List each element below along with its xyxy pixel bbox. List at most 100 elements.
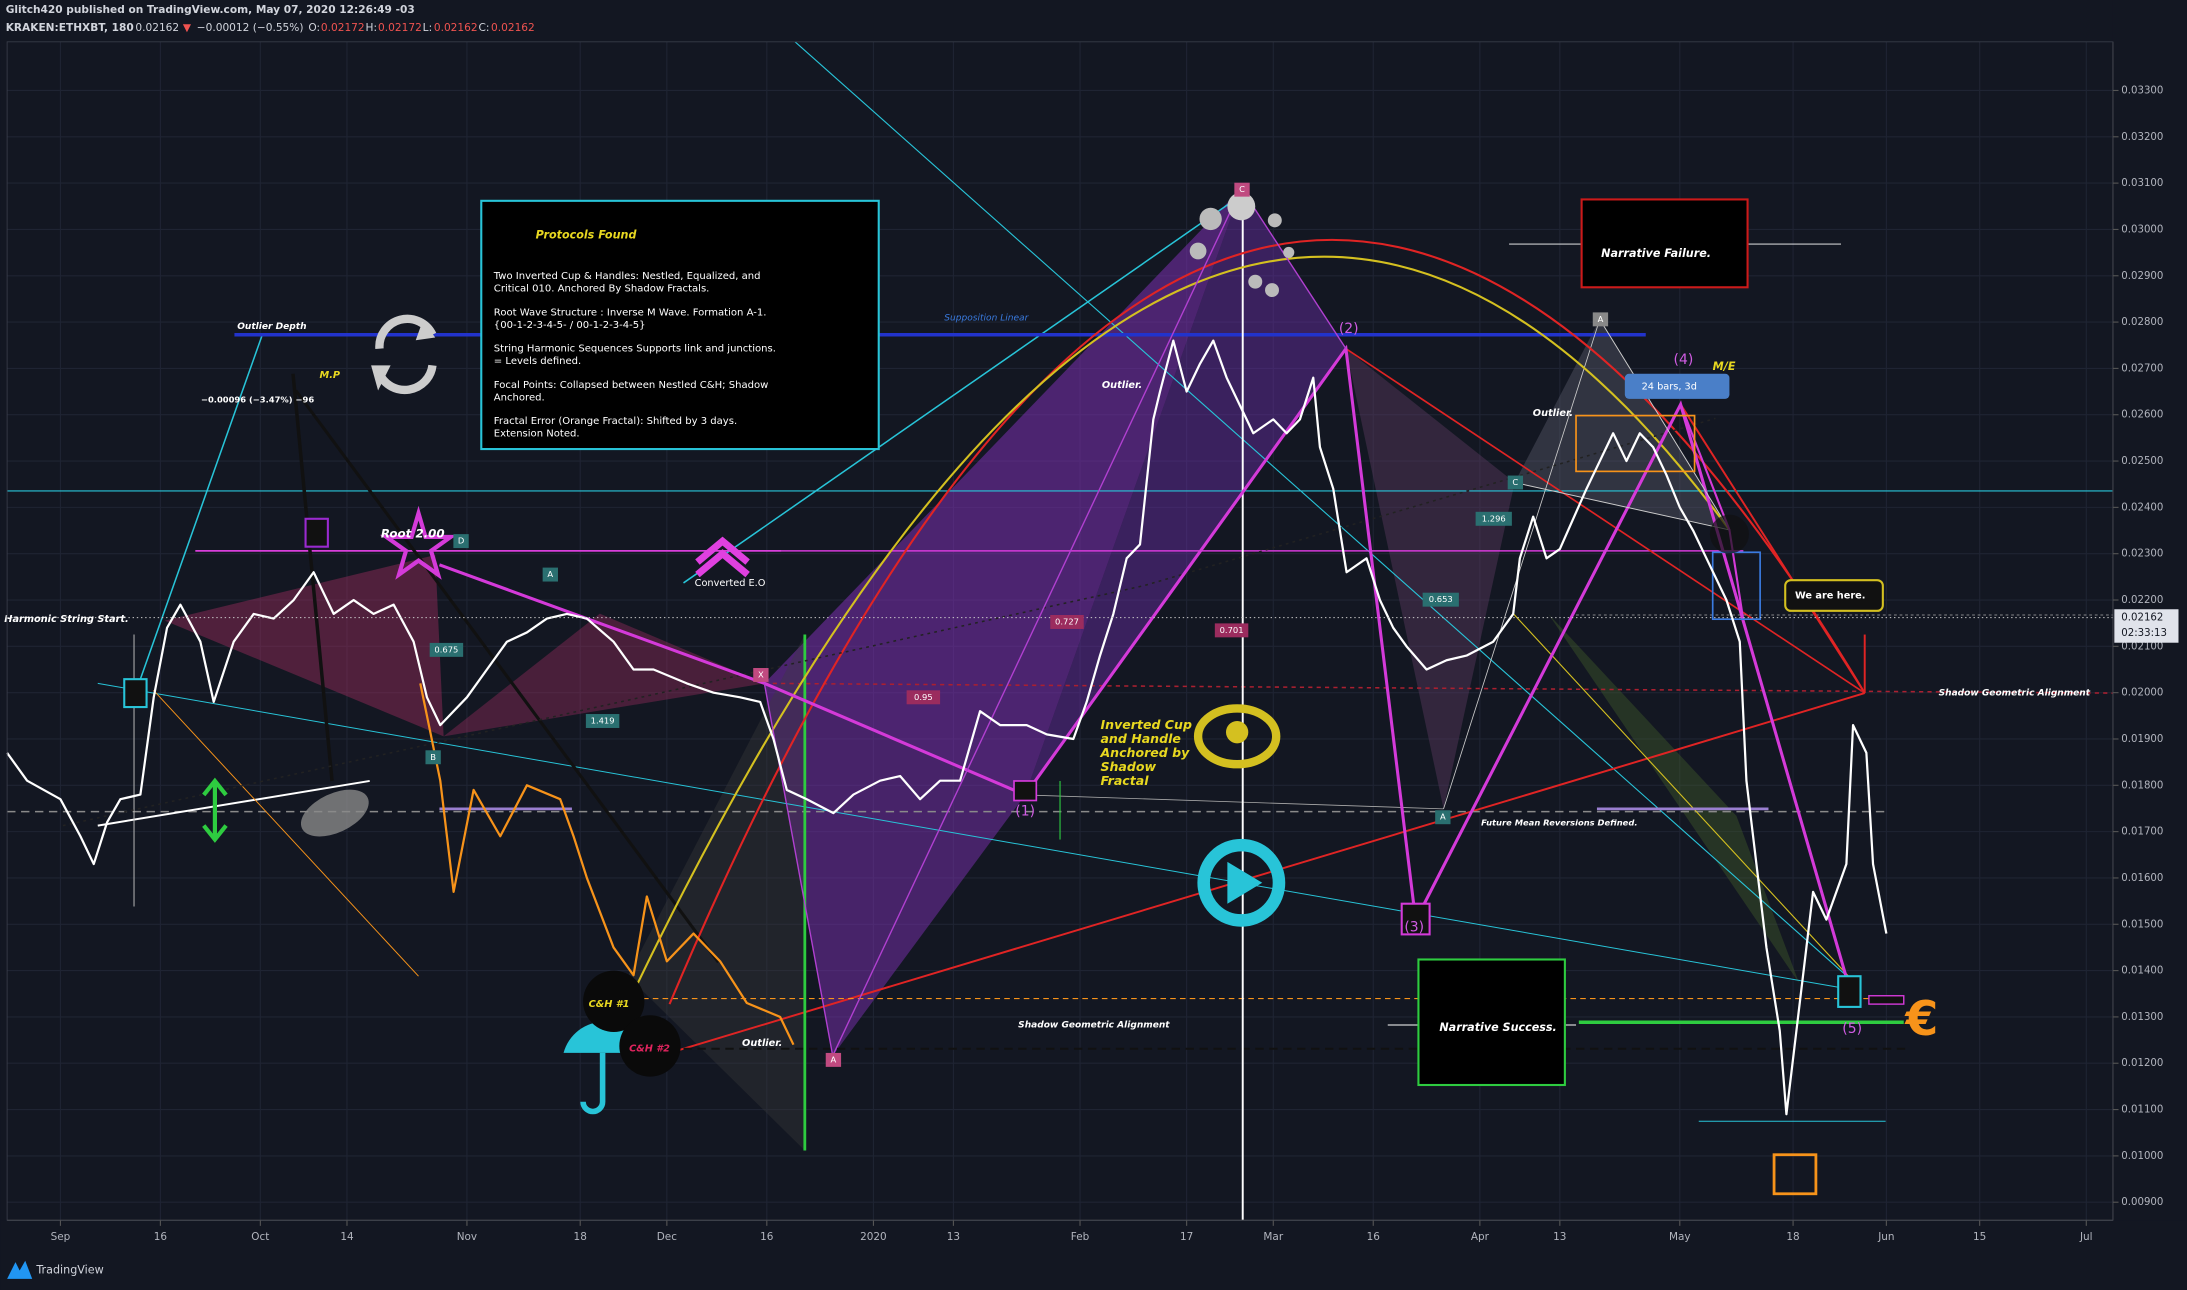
annotation: Root 2.00 xyxy=(381,527,445,541)
markers-path xyxy=(202,777,228,843)
protocols-line: Focal Points: Collapsed between Nestled … xyxy=(494,380,769,391)
pattern-fill-polygon xyxy=(1025,188,1346,795)
ratio-label: 1.419 xyxy=(591,716,615,726)
x-tick-label: Apr xyxy=(1471,1231,1490,1243)
symbol: KRAKEN:ETHXBT, 180 xyxy=(6,22,134,34)
markers-circle xyxy=(1709,514,1749,554)
trend-lines-line xyxy=(291,373,334,782)
pattern-fill-polygon xyxy=(164,555,444,737)
y-tick-label: 0.02700 xyxy=(2121,363,2163,374)
x-tick-label: 18 xyxy=(1786,1231,1799,1243)
ohlc-key: C: xyxy=(478,22,489,34)
protocols-line: Root Wave Structure : Inverse M Wave. Fo… xyxy=(494,307,767,318)
annotation: Outlier. xyxy=(1102,380,1142,391)
y-tick-label: 0.03000 xyxy=(2121,224,2163,235)
last-price-box xyxy=(2114,609,2179,643)
y-tick-label: 0.01700 xyxy=(2121,827,2163,838)
point-labels-rect xyxy=(1234,182,1250,197)
point-label: A xyxy=(1598,314,1604,324)
annotation: −0.00096 (−3.47%) −96 xyxy=(201,395,314,405)
x-tick-label: Mar xyxy=(1263,1231,1283,1243)
point-label: A xyxy=(1440,812,1446,822)
price-line xyxy=(419,683,795,1046)
trend-lines-line xyxy=(153,689,419,977)
ohlc-key: L: xyxy=(423,22,432,34)
markers-rect xyxy=(304,517,329,548)
annotation: We are here. xyxy=(1795,590,1866,601)
x-tick-label: May xyxy=(1669,1231,1691,1243)
trend-lines-line xyxy=(97,682,1856,991)
annotation: Shadow Geometric Alignment xyxy=(1018,1021,1170,1031)
trend-lines-line xyxy=(669,692,1865,1054)
ratio-label: 0.95 xyxy=(914,692,933,702)
cup-note-line: Anchored by xyxy=(1099,745,1190,760)
ratio-label: 1.296 xyxy=(1482,513,1506,523)
x-tick-label: Feb xyxy=(1071,1231,1090,1243)
y-tick-label: 0.02400 xyxy=(2121,502,2163,513)
annotation: M/E xyxy=(1713,360,1736,373)
wave-label: (2) xyxy=(1339,321,1359,337)
x-tick-label: 13 xyxy=(947,1231,960,1243)
annotation: Supposition Linear xyxy=(944,313,1029,323)
y-axis-panel xyxy=(2112,0,2187,1290)
y-tick-label: 0.02500 xyxy=(2121,456,2163,467)
y-tick-label: 0.03300 xyxy=(2121,85,2163,96)
protocols-paragraph: Focal Points: Collapsed between Nestled … xyxy=(494,380,769,404)
ratio-label: 0.675 xyxy=(434,644,458,654)
ratio-labels: 0.675 1.419 0.95 0.701 0.653 1.296 0.727 xyxy=(429,511,1512,728)
x-tick-label: Dec xyxy=(657,1231,677,1243)
y-tick-label: 0.01600 xyxy=(2121,873,2163,884)
trend-lines-line xyxy=(97,780,370,827)
trend-lines-line xyxy=(1025,794,1444,810)
x-tick-label: 16 xyxy=(760,1231,773,1243)
y-tick-label: 0.02800 xyxy=(2121,317,2163,328)
brand: TradingView xyxy=(35,1263,103,1276)
protocols-line: String Harmonic Sequences Supports link … xyxy=(494,344,776,355)
pattern-fill-polygon xyxy=(627,634,805,1151)
y-tick-label: 0.02300 xyxy=(2121,549,2163,560)
x-tick-label: Jun xyxy=(1877,1231,1894,1243)
last-price-label: 0.02162 xyxy=(2121,613,2163,624)
brand-logo xyxy=(7,1260,33,1279)
y-tick-label: 0.01300 xyxy=(2121,1012,2163,1023)
point-labels-rect xyxy=(425,750,441,765)
y-tick-label: 0.01200 xyxy=(2121,1058,2163,1069)
pattern-fill xyxy=(164,188,1800,1151)
plot-frame xyxy=(6,41,2114,1221)
ratio-label: 0.653 xyxy=(1429,594,1453,604)
protocols-title: Protocols Found xyxy=(536,229,638,242)
annotation: Converted E.O xyxy=(695,578,766,589)
ratio-labels-rect xyxy=(1422,592,1459,607)
point-labels-rect xyxy=(1435,810,1451,825)
point-label: A xyxy=(831,1054,837,1064)
y-tick-label: 0.00900 xyxy=(2121,1197,2163,1208)
countdown-label: 02:33:13 xyxy=(2121,628,2167,639)
wave-label: (1) xyxy=(1015,804,1035,820)
protocols-line: Fractal Error (Orange Fractal): Shifted … xyxy=(494,416,737,427)
y-tick-label: 0.02900 xyxy=(2121,271,2163,282)
x-tick-label: 2020 xyxy=(860,1231,887,1243)
protocols-line: Critical 010. Anchored By Shadow Fractal… xyxy=(494,284,710,295)
annotation: Narrative Failure. xyxy=(1601,247,1711,260)
x-tick-label: 18 xyxy=(574,1231,587,1243)
point-label: C xyxy=(1512,477,1518,487)
markers-rect xyxy=(1417,958,1566,1087)
wave-label: (4) xyxy=(1674,352,1694,368)
markers xyxy=(123,192,1905,1196)
annotation: M.P xyxy=(320,370,341,381)
markers-circle xyxy=(1283,246,1295,258)
protocols-line: Two Inverted Cup & Handles: Nestled, Equ… xyxy=(493,271,761,282)
protocols-line: Extension Noted. xyxy=(494,429,580,440)
markers-circle xyxy=(1199,207,1222,231)
point-labels-rect xyxy=(453,534,469,549)
y-tick-label: 0.01800 xyxy=(2121,780,2163,791)
protocols-paragraph: String Harmonic Sequences Supports link … xyxy=(494,344,776,368)
trend-lines-line xyxy=(134,334,264,694)
x-tick-label: 17 xyxy=(1180,1231,1193,1243)
markers-ellipse xyxy=(1193,704,1281,769)
point-label: D xyxy=(458,536,464,546)
ratio-label: 0.701 xyxy=(1220,625,1244,635)
markers-circle xyxy=(619,1015,681,1077)
markers-circle xyxy=(1197,838,1286,927)
